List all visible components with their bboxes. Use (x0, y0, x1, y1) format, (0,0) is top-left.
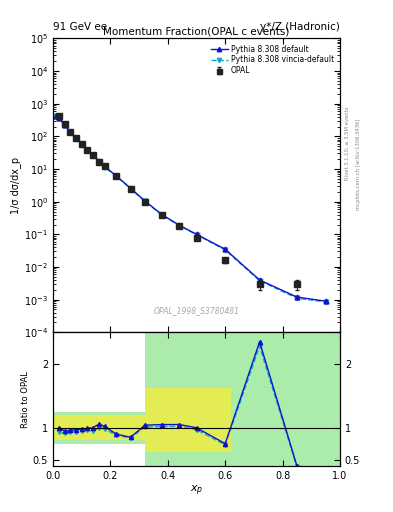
Pythia 8.308 vincia-default (68, 130, 73, 136)
Pythia 8.308 vincia-default (323, 299, 328, 305)
Pythia 8.308 default (128, 185, 133, 191)
Pythia 8.308 vincia-default (102, 164, 107, 170)
Pythia 8.308 vincia-default (160, 212, 164, 218)
Pythia 8.308 vincia-default (85, 147, 90, 154)
Pythia 8.308 vincia-default (295, 295, 299, 302)
Pythia 8.308 default (91, 153, 95, 159)
Pythia 8.308 vincia-default (223, 247, 228, 253)
Pythia 8.308 default (85, 147, 90, 153)
Pythia 8.308 default (57, 115, 61, 121)
Pythia 8.308 default (257, 277, 262, 283)
Line: Pythia 8.308 default: Pythia 8.308 default (53, 113, 328, 304)
Pythia 8.308 default (223, 246, 228, 252)
Text: γ*/Z (Hadronic): γ*/Z (Hadronic) (260, 22, 340, 32)
Pythia 8.308 default (323, 298, 328, 304)
Pythia 8.308 default (177, 222, 182, 228)
Y-axis label: 1/σ dσ/dx_p: 1/σ dσ/dx_p (10, 157, 21, 214)
Pythia 8.308 default (143, 198, 147, 204)
Pythia 8.308 default (102, 163, 107, 169)
Pythia 8.308 vincia-default (128, 186, 133, 192)
Pythia 8.308 vincia-default (79, 141, 84, 147)
Pythia 8.308 vincia-default (143, 198, 147, 204)
Pythia 8.308 vincia-default (62, 122, 67, 128)
Text: 91 GeV ee: 91 GeV ee (53, 22, 107, 32)
Pythia 8.308 default (114, 173, 119, 179)
Legend: Pythia 8.308 default, Pythia 8.308 vincia-default, OPAL: Pythia 8.308 default, Pythia 8.308 vinci… (208, 42, 336, 78)
Pythia 8.308 vincia-default (114, 173, 119, 179)
Text: OPAL_1998_S3780481: OPAL_1998_S3780481 (154, 306, 239, 315)
Line: Pythia 8.308 vincia-default: Pythia 8.308 vincia-default (53, 114, 328, 305)
X-axis label: $x_p$: $x_p$ (190, 483, 203, 498)
Title: Momentum Fraction(OPAL c events): Momentum Fraction(OPAL c events) (103, 26, 290, 36)
Pythia 8.308 vincia-default (53, 113, 58, 119)
Pythia 8.308 default (194, 231, 199, 238)
Pythia 8.308 vincia-default (73, 136, 78, 142)
Pythia 8.308 default (79, 141, 84, 147)
Text: Rivet 3.1.10; ≥ 3.5M events: Rivet 3.1.10; ≥ 3.5M events (345, 106, 350, 180)
Pythia 8.308 default (97, 158, 101, 164)
Pythia 8.308 vincia-default (57, 115, 61, 121)
Pythia 8.308 vincia-default (91, 153, 95, 159)
Text: mcplots.cern.ch [arXiv:1306.3436]: mcplots.cern.ch [arXiv:1306.3436] (356, 118, 361, 209)
Pythia 8.308 vincia-default (177, 223, 182, 229)
Pythia 8.308 default (62, 121, 67, 127)
Pythia 8.308 default (73, 135, 78, 141)
Pythia 8.308 default (295, 294, 299, 300)
Y-axis label: Ratio to OPAL: Ratio to OPAL (21, 371, 30, 428)
Pythia 8.308 vincia-default (97, 158, 101, 164)
Pythia 8.308 default (53, 113, 58, 119)
Pythia 8.308 default (160, 211, 164, 218)
Pythia 8.308 vincia-default (194, 231, 199, 238)
Pythia 8.308 default (68, 129, 73, 135)
Pythia 8.308 vincia-default (257, 278, 262, 284)
